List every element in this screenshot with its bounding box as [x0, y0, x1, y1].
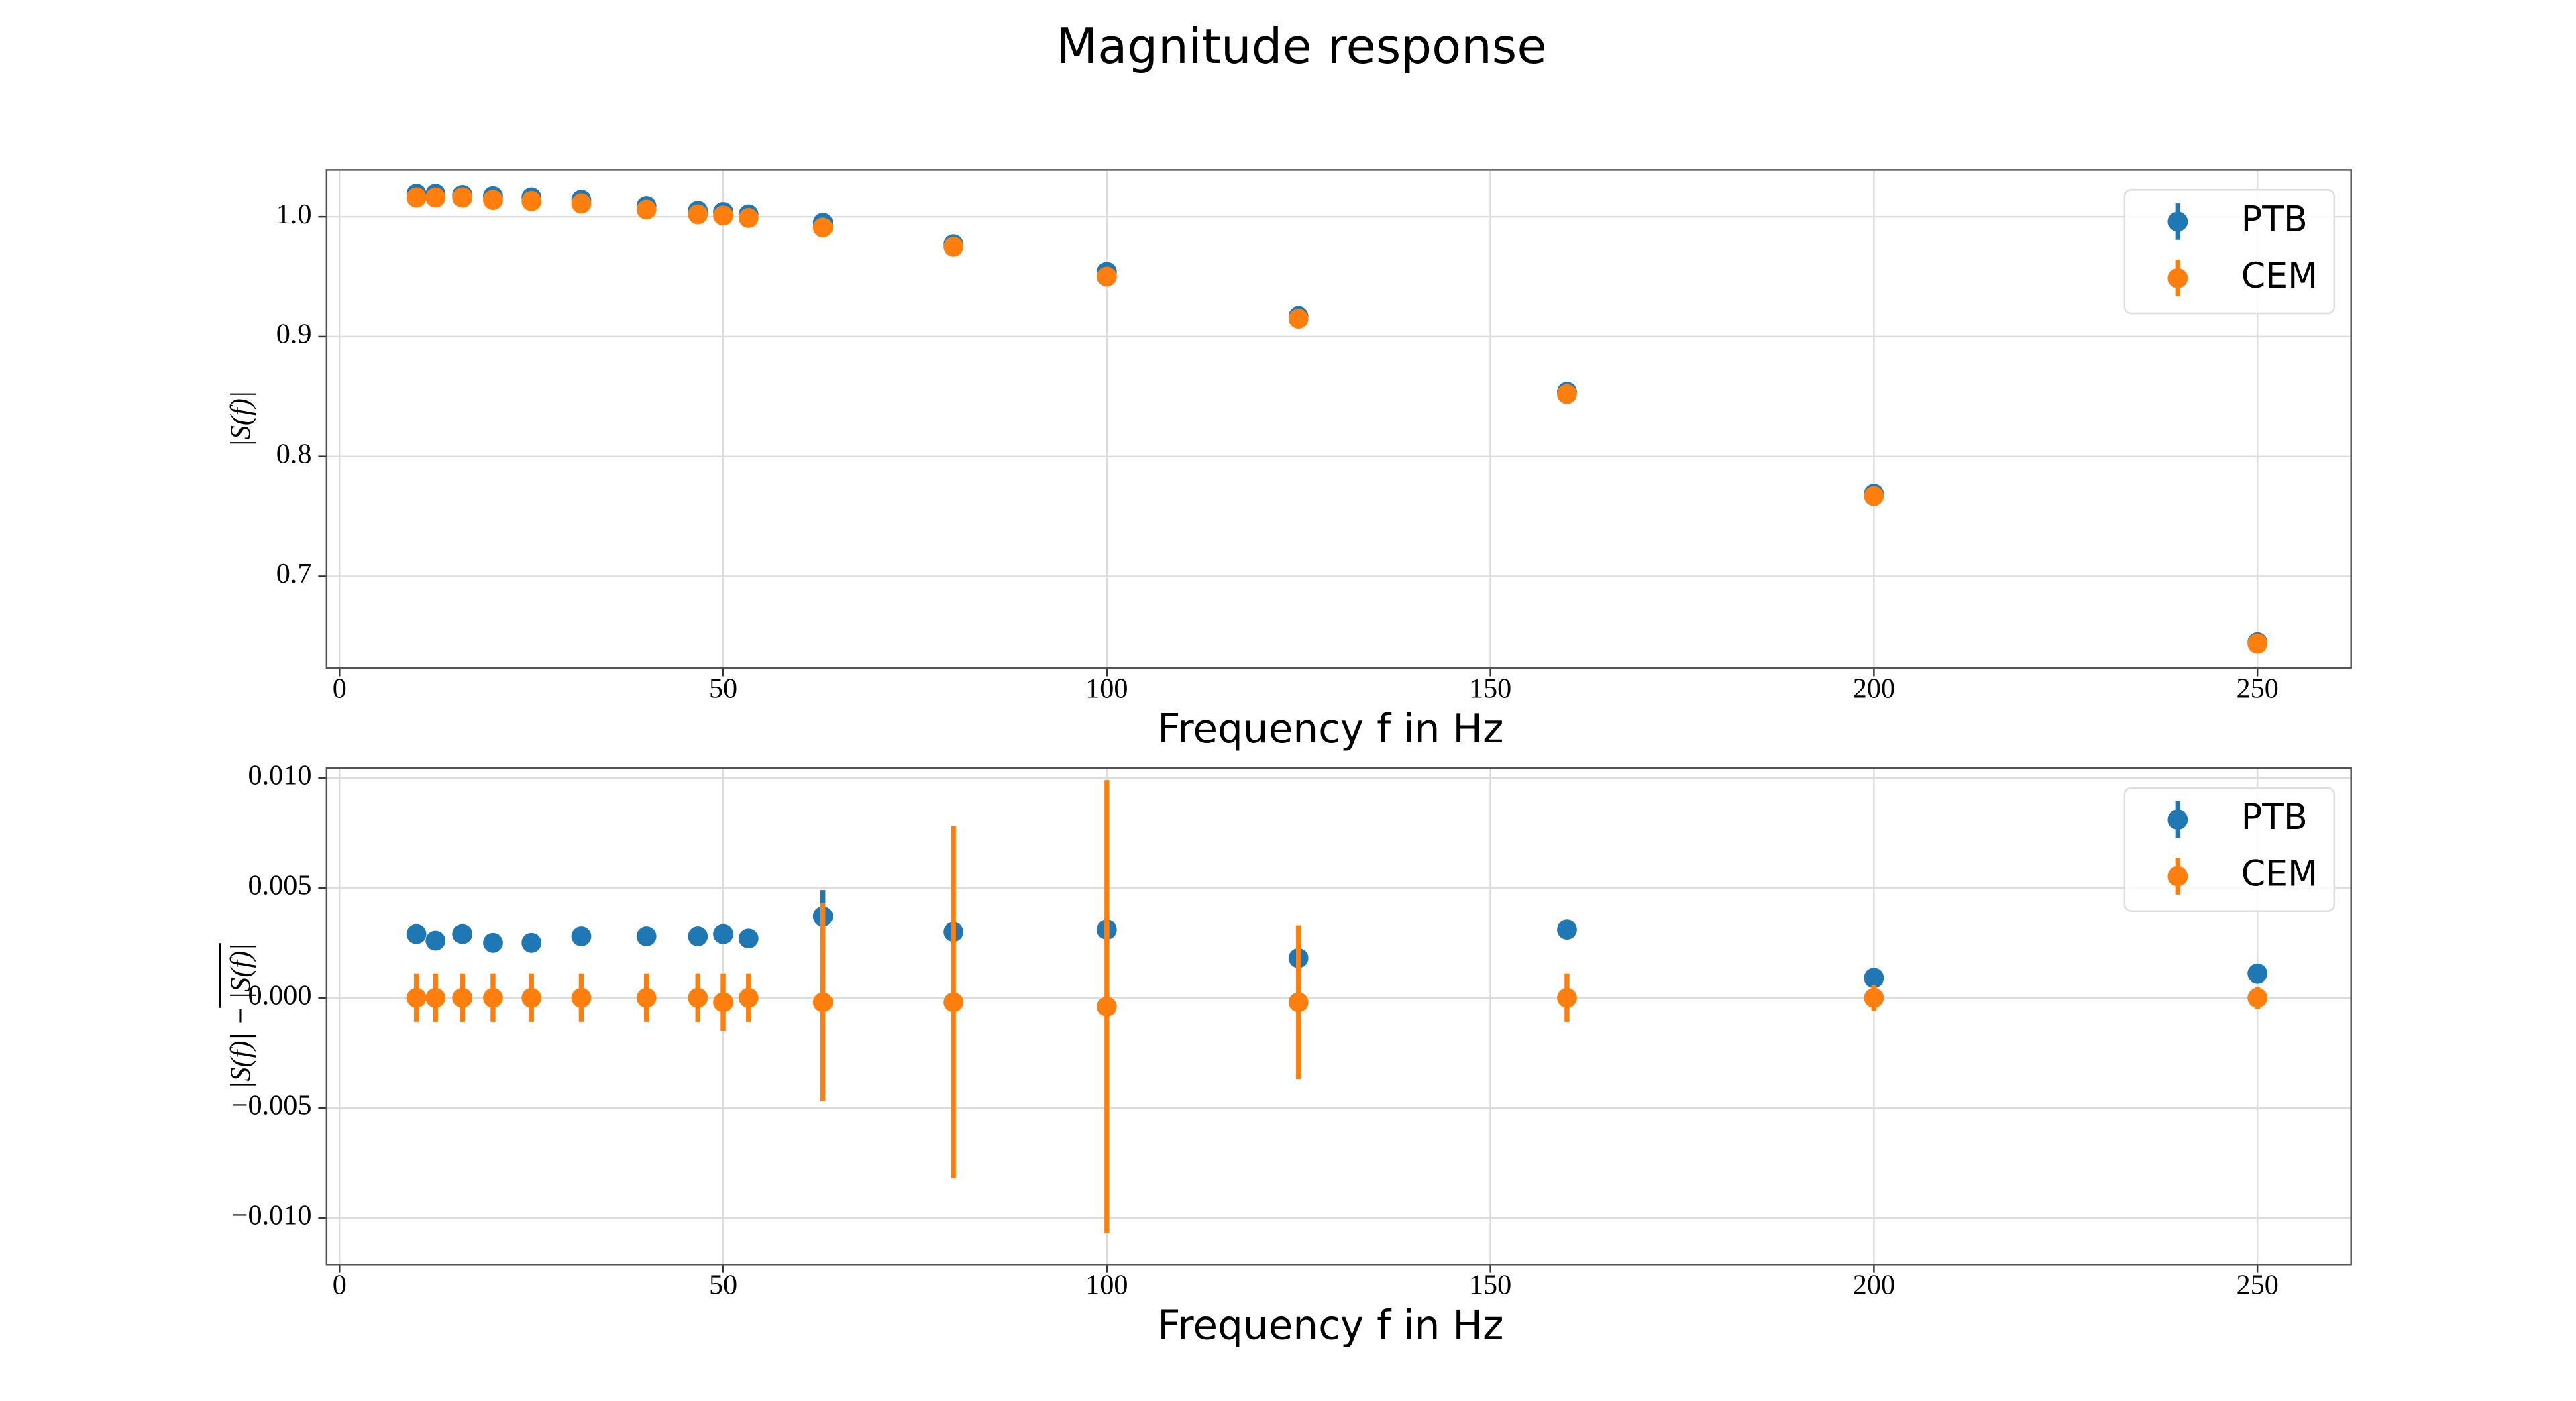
- data-point: [812, 992, 833, 1013]
- x-tick-label: 200: [1853, 1270, 1895, 1301]
- data-point: [1096, 997, 1117, 1017]
- data-point: [571, 926, 592, 946]
- legend-marker: [2167, 211, 2188, 232]
- data-point: [571, 987, 592, 1008]
- data-point: [2247, 633, 2268, 654]
- data-point: [738, 928, 759, 949]
- data-point: [1288, 309, 1309, 329]
- x-tick-label: 250: [2237, 1270, 2279, 1301]
- x-tick-label: 250: [2237, 673, 2279, 705]
- data-point: [688, 204, 708, 225]
- data-point: [521, 190, 542, 211]
- data-point: [1557, 384, 1577, 404]
- x-tick-label: 50: [709, 1270, 737, 1301]
- y-axis-label: |S(f)| − |S(f)|: [225, 943, 256, 1089]
- data-point: [713, 205, 733, 226]
- data-point: [636, 926, 657, 946]
- x-tick-label: 50: [709, 673, 737, 705]
- data-point: [406, 187, 427, 208]
- data-point: [452, 187, 473, 208]
- data-point: [1864, 486, 1884, 506]
- data-point: [1096, 266, 1117, 287]
- data-point: [713, 923, 733, 944]
- legend-label: PTB: [2241, 797, 2308, 838]
- data-point: [943, 236, 964, 257]
- figure-title: Magnitude response: [1056, 18, 1547, 74]
- data-point: [1864, 987, 1884, 1008]
- x-tick-label: 100: [1085, 673, 1128, 705]
- data-point: [483, 987, 503, 1008]
- y-tick-label: 0.8: [276, 438, 312, 469]
- x-axis-label: Frequency f in Hz: [1157, 706, 1503, 752]
- data-point: [483, 932, 503, 953]
- x-tick-label: 150: [1469, 673, 1511, 705]
- y-tick-label: 0.010: [248, 760, 311, 791]
- plot-frame: [325, 169, 2352, 669]
- data-point: [1557, 919, 1577, 940]
- data-point: [943, 992, 964, 1013]
- data-point: [406, 923, 427, 944]
- data-point: [521, 987, 542, 1008]
- x-tick-label: 0: [333, 673, 347, 705]
- legend-marker: [2167, 809, 2188, 830]
- data-point: [1288, 992, 1309, 1013]
- legend-label: CEM: [2241, 256, 2318, 296]
- data-point: [688, 926, 708, 946]
- y-tick-label: 0.9: [276, 319, 312, 350]
- legend-label: PTB: [2241, 199, 2308, 239]
- data-point: [521, 932, 542, 953]
- data-point: [1557, 987, 1577, 1008]
- data-point: [2247, 987, 2268, 1008]
- y-tick-label: 0.7: [276, 558, 312, 590]
- data-point: [688, 987, 708, 1008]
- data-point: [2247, 963, 2268, 984]
- data-point: [571, 193, 592, 214]
- y-tick-label: 1.0: [276, 199, 312, 230]
- data-point: [636, 987, 657, 1008]
- y-tick-label: −0.010: [232, 1199, 312, 1231]
- y-axis-label: |S(f)|: [225, 391, 256, 447]
- data-point: [425, 930, 446, 951]
- data-point: [636, 199, 657, 220]
- data-point: [452, 987, 473, 1008]
- data-point: [406, 987, 427, 1008]
- x-tick-label: 0: [333, 1270, 347, 1301]
- data-point: [713, 992, 733, 1013]
- data-point: [425, 987, 446, 1008]
- data-point: [1864, 968, 1884, 989]
- data-point: [425, 187, 446, 208]
- data-point: [738, 208, 759, 228]
- y-tick-label: −0.005: [232, 1089, 312, 1121]
- x-tick-label: 200: [1853, 673, 1895, 705]
- x-tick-label: 150: [1469, 1270, 1511, 1301]
- data-point: [738, 987, 759, 1008]
- plot-frame: [325, 767, 2352, 1266]
- data-point: [812, 217, 833, 238]
- legend-marker: [2167, 268, 2188, 288]
- legend-label: CEM: [2241, 854, 2318, 895]
- y-tick-label: 0.005: [248, 870, 311, 901]
- data-point: [483, 190, 503, 210]
- legend-marker: [2167, 866, 2188, 887]
- y-tick-label: 0.000: [248, 979, 311, 1011]
- x-axis-label: Frequency f in Hz: [1157, 1302, 1503, 1349]
- data-point: [452, 923, 473, 944]
- x-tick-label: 100: [1085, 1270, 1128, 1301]
